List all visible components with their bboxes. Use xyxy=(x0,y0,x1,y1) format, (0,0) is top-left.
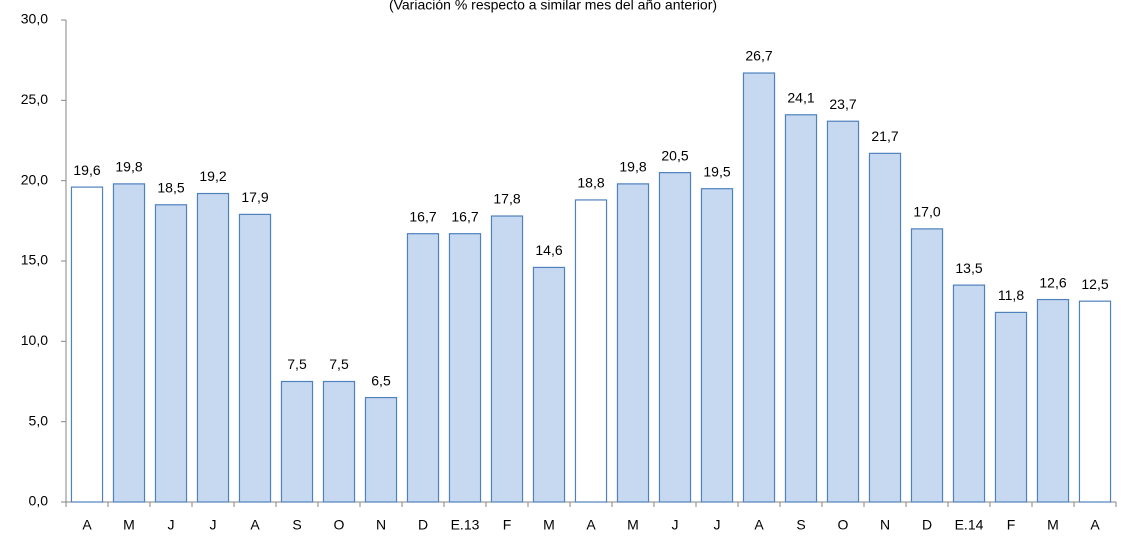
x-tick-label: M xyxy=(627,517,639,533)
x-tick-label: A xyxy=(754,517,764,533)
x-tick-label: J xyxy=(168,517,175,533)
bar xyxy=(364,396,398,503)
bar xyxy=(154,204,188,503)
data-label: 12,6 xyxy=(1039,274,1066,290)
bar xyxy=(70,186,104,503)
x-tick-label: A xyxy=(82,517,92,533)
x-tick-label: E.14 xyxy=(955,517,984,533)
y-tick-label: 30,0 xyxy=(21,11,48,27)
data-label: 19,8 xyxy=(115,159,142,175)
x-tick-label: N xyxy=(880,517,890,533)
bar xyxy=(406,233,440,503)
data-label: 17,0 xyxy=(913,204,940,220)
x-tick-label: E.13 xyxy=(451,517,480,533)
data-label: 20,5 xyxy=(661,147,688,163)
data-label: 18,8 xyxy=(577,175,604,191)
bar xyxy=(784,114,818,503)
bar xyxy=(280,380,314,503)
x-tick-label: O xyxy=(838,517,849,533)
bar xyxy=(994,311,1028,503)
bar xyxy=(112,183,146,503)
data-label: 14,6 xyxy=(535,242,562,258)
data-label: 21,7 xyxy=(871,128,898,144)
data-label: 18,5 xyxy=(157,179,184,195)
bar xyxy=(742,72,776,503)
data-label: 19,6 xyxy=(73,162,100,178)
x-tick-label: D xyxy=(922,517,932,533)
y-tick-label: 25,0 xyxy=(21,91,48,107)
y-tick-label: 5,0 xyxy=(29,412,49,428)
data-label: 7,5 xyxy=(329,356,349,372)
data-label: 19,8 xyxy=(619,159,646,175)
bar xyxy=(868,152,902,503)
x-tick-label: M xyxy=(123,517,135,533)
y-tick-label: 0,0 xyxy=(29,493,49,509)
bar xyxy=(826,120,860,503)
data-label: 19,2 xyxy=(199,168,226,184)
x-tick-label: M xyxy=(1047,517,1059,533)
x-tick-label: J xyxy=(672,517,679,533)
x-tick-label: A xyxy=(586,517,596,533)
bar xyxy=(448,233,482,503)
x-tick-label: J xyxy=(210,517,217,533)
x-tick-label: S xyxy=(292,517,301,533)
x-tick-label: N xyxy=(376,517,386,533)
data-label: 24,1 xyxy=(787,89,814,105)
x-tick-label: F xyxy=(503,517,512,533)
bar xyxy=(700,188,734,503)
x-tick-label: A xyxy=(1090,517,1100,533)
data-label: 26,7 xyxy=(745,48,772,64)
bar xyxy=(532,266,566,503)
bar xyxy=(952,284,986,503)
bar xyxy=(910,228,944,503)
data-label: 7,5 xyxy=(287,356,307,372)
data-label: 13,5 xyxy=(955,260,982,276)
data-label: 16,7 xyxy=(409,208,436,224)
chart-subtitle: (Variación % respecto a similar mes del … xyxy=(389,0,717,13)
y-tick-label: 20,0 xyxy=(21,171,48,187)
data-label: 12,5 xyxy=(1081,276,1108,292)
bar xyxy=(1036,298,1070,503)
data-label: 17,9 xyxy=(241,189,268,205)
y-tick-label: 10,0 xyxy=(21,332,48,348)
data-label: 19,5 xyxy=(703,163,730,179)
x-tick-label: O xyxy=(334,517,345,533)
data-label: 17,8 xyxy=(493,191,520,207)
bar xyxy=(322,380,356,503)
x-tick-label: J xyxy=(714,517,721,533)
data-label: 11,8 xyxy=(998,287,1024,303)
x-tick-label: A xyxy=(250,517,260,533)
x-tick-label: F xyxy=(1007,517,1016,533)
bar xyxy=(574,199,608,503)
x-tick-label: S xyxy=(796,517,805,533)
bar xyxy=(238,213,272,503)
bar xyxy=(196,192,230,503)
data-label: 16,7 xyxy=(451,208,478,224)
data-label: 23,7 xyxy=(829,96,856,112)
y-tick-label: 15,0 xyxy=(21,252,48,268)
data-label: 6,5 xyxy=(371,372,391,388)
x-tick-label: M xyxy=(543,517,555,533)
x-tick-label: D xyxy=(418,517,428,533)
bar xyxy=(1078,300,1112,503)
bar xyxy=(658,172,692,503)
bar xyxy=(616,183,650,503)
bar xyxy=(490,215,524,503)
